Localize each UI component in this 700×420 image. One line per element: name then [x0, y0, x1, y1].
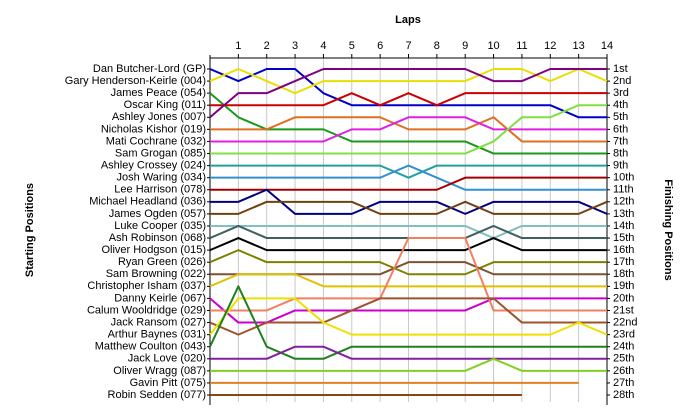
finish-label: 18th	[613, 268, 634, 280]
driver-line	[210, 200, 608, 215]
start-label: Gavin Pitt (075)	[130, 377, 206, 389]
start-label: Gary Henderson-Keirle (004)	[65, 75, 206, 87]
start-label: Danny Keirle (067)	[114, 292, 206, 304]
driver-line	[210, 188, 608, 215]
finish-label: 21st	[613, 304, 634, 316]
driver-line	[209, 68, 608, 95]
start-label: Oscar King (011)	[124, 99, 206, 111]
driver-line	[209, 237, 607, 252]
finish-label: 7th	[613, 135, 628, 147]
x-tick-label: 9	[462, 40, 468, 52]
start-label: Oliver Wragg (087)	[113, 365, 206, 377]
start-label: Sam Grogan (085)	[115, 147, 206, 159]
finish-label: 16th	[613, 244, 634, 256]
finish-label: 14th	[613, 220, 634, 232]
x-tick-label: 2	[264, 40, 270, 52]
driver-line	[210, 224, 607, 240]
driver-line	[210, 237, 607, 312]
finish-label: 4th	[613, 99, 628, 111]
finish-label: 25th	[613, 353, 634, 365]
x-tick-label: 7	[405, 40, 411, 52]
finish-label: 24th	[613, 341, 634, 353]
driver-line	[209, 297, 607, 324]
start-label: Lee Harrison (078)	[114, 184, 206, 196]
x-tick-label: 10	[487, 40, 499, 52]
driver-line	[210, 345, 607, 360]
driver-line	[209, 68, 607, 119]
finish-label: 19th	[613, 280, 634, 292]
x-tick-label: 8	[434, 40, 440, 52]
finish-label: 26th	[613, 365, 634, 377]
driver-line	[209, 285, 607, 360]
finish-label: 11th	[613, 184, 634, 196]
start-label: Nicholas Kishor (019)	[101, 123, 206, 135]
start-label: Christopher Isham (037)	[87, 280, 206, 292]
driver-line	[209, 297, 608, 336]
x-tick-label: 6	[377, 40, 383, 52]
x-tick-label: 12	[544, 40, 556, 52]
finish-label: 28th	[613, 389, 634, 401]
x-tick-label: 1	[235, 40, 241, 52]
x-tick-label: 14	[601, 40, 613, 52]
x-tick-label: 5	[349, 40, 355, 52]
y2-axis-title: Finishing Positions	[662, 179, 674, 280]
start-label: Michael Headland (036)	[89, 196, 206, 208]
x-tick-label: 13	[573, 40, 585, 52]
finish-label: 22nd	[613, 316, 637, 328]
driver-line	[209, 68, 607, 119]
driver-line	[209, 249, 607, 276]
driver-line	[209, 92, 607, 155]
start-label: Ashley Jones (007)	[112, 111, 206, 123]
start-label: Sam Browning (022)	[106, 268, 206, 280]
start-label: Luke Cooper (035)	[114, 220, 206, 232]
finish-label: 17th	[613, 256, 634, 268]
driver-line	[210, 164, 607, 179]
finish-label: 5th	[613, 111, 628, 123]
start-label: Robin Sedden (077)	[108, 389, 206, 401]
start-label: Dan Butcher-Lord (GP)	[93, 63, 206, 75]
start-label: Ryan Green (026)	[118, 256, 206, 268]
start-label: Josh Waring (034)	[117, 172, 206, 184]
start-label: Matthew Coulton (043)	[95, 341, 206, 353]
x-tick-label: 4	[320, 40, 326, 52]
x-tick-label: 3	[292, 40, 298, 52]
driver-line	[210, 116, 607, 143]
start-label: Ashley Crossey (024)	[101, 159, 206, 171]
driver-line	[210, 164, 607, 191]
finish-label: 3rd	[613, 87, 629, 99]
chart-title: Laps	[395, 14, 421, 26]
finish-label: 8th	[613, 147, 628, 159]
driver-line	[209, 273, 607, 288]
finish-label: 27th	[613, 377, 634, 389]
driver-line	[210, 357, 607, 372]
finish-label: 12th	[613, 196, 634, 208]
start-label: Arthur Baynes (031)	[108, 329, 206, 341]
driver-line	[210, 92, 607, 107]
start-label: James Ogden (057)	[109, 208, 206, 220]
finish-label: 1st	[613, 63, 628, 75]
start-label: Jack Love (020)	[128, 353, 206, 365]
finish-label: 23rd	[613, 329, 635, 341]
finish-label: 15th	[613, 232, 634, 244]
y-axis-title: Starting Positions	[24, 183, 36, 277]
driver-line	[210, 116, 607, 143]
start-label: Jack Ransom (027)	[111, 316, 206, 328]
start-label: Calum Wooldridge (029)	[87, 304, 206, 316]
driver-line	[209, 297, 607, 336]
finish-label: 13th	[613, 208, 634, 220]
finish-label: 20th	[613, 292, 634, 304]
start-label: James Peace (054)	[111, 87, 206, 99]
finish-label: 6th	[613, 123, 628, 135]
x-tick-label: 11	[516, 40, 527, 52]
finish-label: 2nd	[613, 75, 631, 87]
start-label: Oliver Hodgson (015)	[101, 244, 206, 256]
finish-label: 10th	[613, 172, 634, 184]
driver-line	[210, 104, 607, 155]
start-label: Mati Cochrane (032)	[106, 135, 206, 147]
start-label: Ash Robinson (068)	[109, 232, 206, 244]
finish-label: 9th	[613, 159, 628, 171]
driver-line	[210, 176, 607, 191]
